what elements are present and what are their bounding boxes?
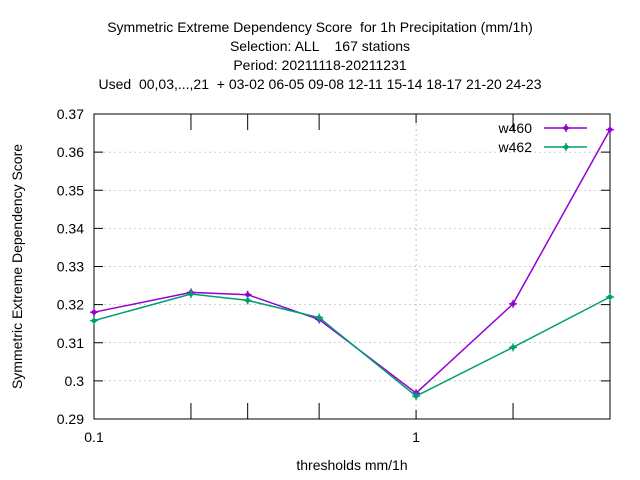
chart-title-line-1: Symmetric Extreme Dependency Score for 1… xyxy=(107,19,533,35)
legend-label-w462: w462 xyxy=(498,139,533,155)
data-point-w462 xyxy=(509,343,518,352)
series-line-w462 xyxy=(93,293,611,397)
y-tick-label: 0.31 xyxy=(57,335,84,351)
data-point-w460 xyxy=(90,308,98,317)
legend-marker-w460 xyxy=(562,124,570,132)
data-point-w462 xyxy=(90,316,98,325)
axis-ticks xyxy=(93,113,611,420)
legend: w460 w462 xyxy=(498,120,587,155)
y-tick-label: 0.37 xyxy=(57,106,84,122)
y-tick-label: 0.35 xyxy=(57,182,84,198)
data-point-w462 xyxy=(412,392,421,401)
tick-labels: 0.29 0.3 0.31 0.32 0.33 0.34 0.35 0.36 0.37 0.1 1 xyxy=(57,106,420,445)
legend-marker-w462 xyxy=(562,143,570,151)
chart-title-line-2: Selection: ALL 167 stations xyxy=(229,38,411,54)
y-tick-label: 0.33 xyxy=(57,259,84,275)
series-line-w460 xyxy=(93,129,611,395)
series-group xyxy=(90,125,614,401)
data-point-w462 xyxy=(243,296,252,305)
data-point-w462 xyxy=(186,289,195,298)
data-point-w462 xyxy=(315,313,324,322)
legend-label-w460: w460 xyxy=(498,120,533,136)
x-axis-label: thresholds mm/1h xyxy=(296,457,407,473)
chart-title-line-4: Used 00,03,...,21 + 03-02 06-05 09-08 12… xyxy=(98,76,542,92)
y-tick-label: 0.32 xyxy=(57,297,84,313)
y-tick-label: 0.34 xyxy=(57,220,84,236)
y-tick-label: 0.36 xyxy=(57,144,84,160)
data-point-w460 xyxy=(606,125,614,134)
y-tick-label: 0.3 xyxy=(65,373,85,389)
data-point-w460 xyxy=(509,299,518,308)
grid xyxy=(94,114,610,419)
data-point-w462 xyxy=(606,293,614,301)
y-tick-label: 0.29 xyxy=(57,411,84,427)
x-tick-label: 0.1 xyxy=(84,429,104,445)
chart-title-line-3: Period: 20211118-20211231 xyxy=(233,57,407,73)
plot-frame xyxy=(93,113,611,420)
y-axis-label: Symmetric Extreme Dependency Score xyxy=(9,144,25,389)
x-tick-label: 1 xyxy=(412,429,420,445)
